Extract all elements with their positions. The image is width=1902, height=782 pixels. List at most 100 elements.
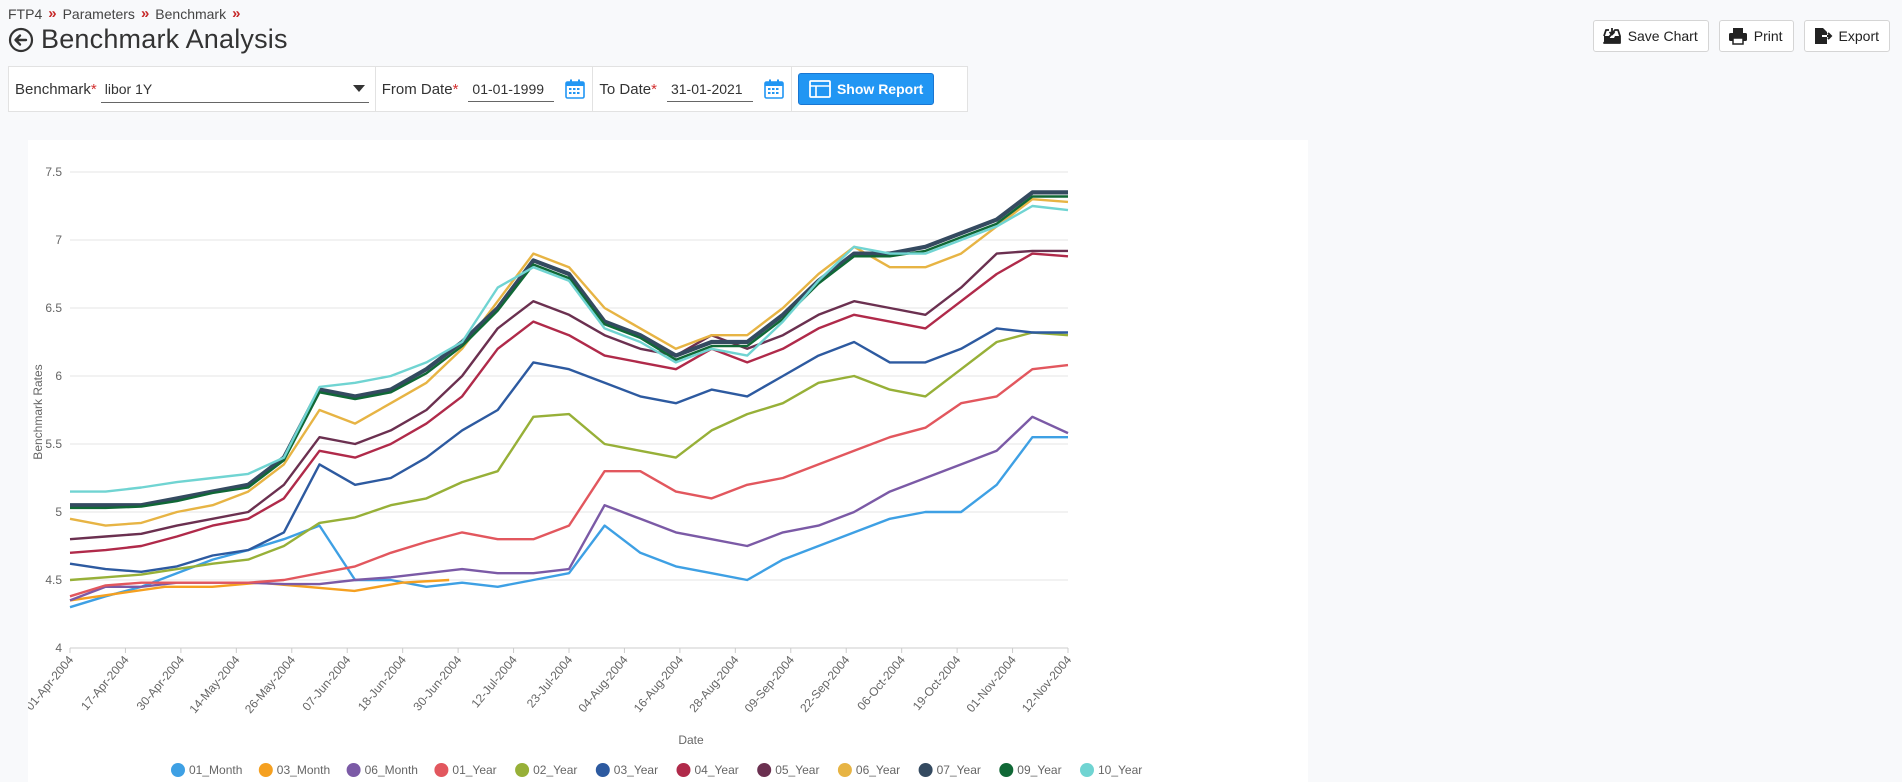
save-chart-label: Save Chart [1627, 28, 1698, 44]
show-report-label: Show Report [836, 81, 924, 97]
x-tick-label: 14-May-2004 [186, 653, 242, 716]
y-tick-label: 6 [55, 369, 62, 383]
calendar-icon[interactable] [763, 78, 785, 100]
series-line-03-year[interactable] [69, 327, 1068, 573]
legend-item-label[interactable]: 01_Year [452, 763, 496, 777]
printer-icon [1728, 28, 1747, 45]
top-actions: Save Chart Print Export [1592, 20, 1890, 52]
chart-grid [70, 171, 1068, 649]
legend-swatch[interactable] [595, 763, 610, 777]
series-line-05-year[interactable] [69, 249, 1068, 541]
legend-item-label[interactable]: 06_Month [365, 763, 418, 777]
legend-item-label[interactable]: 09_Year [1017, 763, 1061, 777]
x-tick-label: 19-Oct-2004 [910, 653, 964, 713]
y-tick-label: 5.5 [45, 437, 62, 451]
legend-swatch[interactable] [1080, 763, 1094, 777]
breadcrumb-item-parameters[interactable]: Parameters [62, 5, 135, 22]
file-export-icon [1814, 28, 1832, 44]
legend-item-label[interactable]: 05_Year [775, 763, 819, 777]
legend-item-label[interactable]: 01_Month [189, 763, 242, 777]
benchmark-select-value: libor 1Y [104, 80, 153, 97]
series-line-10-year[interactable] [70, 204, 1069, 493]
to-date-label: To Date* [599, 80, 657, 98]
series-line-02-year[interactable] [69, 331, 1069, 582]
legend-swatch[interactable] [434, 763, 449, 777]
y-tick-label: 4.5 [45, 573, 62, 587]
series-line-06-year[interactable] [69, 198, 1069, 527]
from-date-filter: From Date* [376, 67, 594, 111]
series-line-01-month[interactable] [69, 436, 1068, 609]
show-report-button[interactable]: Show Report [797, 73, 935, 105]
legend-item-label[interactable]: 07_Year [937, 763, 981, 777]
benchmark-filter: Benchmark* libor 1Y [9, 67, 376, 111]
breadcrumb-item-benchmark[interactable]: Benchmark [155, 5, 227, 22]
x-tick-label: 04-Aug-2004 [575, 653, 631, 715]
benchmark-label: Benchmark* [15, 80, 97, 98]
x-axis-label: Date [678, 733, 704, 747]
y-tick-label: 4 [55, 641, 62, 655]
legend-swatch[interactable] [757, 763, 772, 777]
series-line-09-year[interactable] [70, 195, 1068, 510]
x-tick-label: 30-Apr-2004 [134, 653, 188, 713]
chart-card: 4 4.5 5 5.5 6 6.5 7 7.5 01-Apr-2004 17-Apr-2004 3… [28, 140, 1308, 782]
legend-swatch[interactable] [676, 763, 691, 777]
x-tick-label: 17-Apr-2004 [78, 653, 132, 713]
x-tick-label: 18-Jun-2004 [355, 653, 409, 714]
x-tick-label: 23-Jul-2004 [524, 653, 576, 711]
x-tick-label: 07-Jun-2004 [299, 653, 353, 714]
export-label: Export [1838, 28, 1879, 44]
breadcrumb-separator: » [140, 5, 150, 22]
show-report-cell: Show Report [792, 67, 940, 111]
print-label: Print [1753, 28, 1783, 44]
breadcrumb: FTP4 » Parameters » Benchmark » [8, 5, 246, 22]
chevron-down-icon [352, 85, 365, 92]
from-date-input[interactable] [468, 76, 555, 102]
y-axis-ticks: 4 4.5 5 5.5 6 6.5 7 7.5 [45, 165, 62, 655]
export-button[interactable]: Export [1803, 20, 1890, 52]
legend-item-label[interactable]: 10_Year [1098, 763, 1142, 777]
from-date-label: From Date* [381, 80, 459, 98]
series-line-04-year[interactable] [69, 252, 1069, 554]
legend-item-label[interactable]: 02_Year [533, 763, 577, 777]
series-line-07-year[interactable] [70, 190, 1068, 508]
breadcrumb-separator: » [48, 5, 57, 22]
save-chart-button[interactable]: Save Chart [1592, 20, 1709, 52]
breadcrumb-separator: » [232, 5, 241, 22]
y-tick-label: 7.5 [45, 165, 62, 179]
report-table-icon [809, 80, 831, 98]
x-tick-label: 30-Jun-2004 [410, 653, 464, 714]
inbox-download-icon [1602, 28, 1621, 44]
x-tick-label: 22-Sep-2004 [797, 653, 853, 715]
legend-swatch[interactable] [999, 763, 1014, 777]
x-tick-label: 12-Nov-2004 [1019, 653, 1075, 715]
legend-item-label[interactable]: 06_Year [856, 763, 900, 777]
filter-bar: Benchmark* libor 1Y From Date* To Date* [8, 66, 968, 112]
legend-swatch[interactable] [837, 763, 852, 777]
to-date-filter: To Date* [593, 67, 792, 111]
x-tick-label: 09-Sep-2004 [742, 653, 798, 715]
title-row: Benchmark Analysis [8, 24, 288, 55]
to-date-input[interactable] [666, 76, 753, 102]
legend-item-label[interactable]: 03_Year [614, 763, 658, 777]
back-arrow-icon[interactable] [8, 27, 34, 53]
benchmark-line-chart: 44.555.566.577.5 01-Apr-2004 17-Apr-2004 3… [28, 165, 1142, 777]
y-axis-label: Benchmark Rates [31, 364, 45, 459]
series-line-01-year[interactable] [69, 363, 1069, 598]
legend-swatch[interactable] [515, 763, 530, 777]
legend-swatch[interactable] [918, 763, 933, 777]
legend-item-label[interactable]: 03_Month [277, 763, 330, 777]
breadcrumb-item-ftp4[interactable]: FTP4 [8, 5, 43, 22]
legend-swatch[interactable] [346, 763, 361, 777]
x-tick-label: 12-Jul-2004 [468, 653, 520, 711]
legend-swatch[interactable] [171, 763, 185, 777]
print-button[interactable]: Print [1718, 20, 1794, 52]
calendar-icon[interactable] [564, 78, 586, 100]
y-tick-label: 6.5 [45, 301, 62, 315]
benchmark-select[interactable]: libor 1Y [100, 75, 369, 103]
chart-series-lines [69, 190, 1069, 609]
page-title: Benchmark Analysis [41, 24, 288, 54]
chart-legend: 01_Month 03_Month 06_Month 01_Year 02_Year 03… [171, 763, 1142, 777]
legend-item-label[interactable]: 04_Year [695, 763, 739, 777]
x-tick-label: 06-Oct-2004 [854, 653, 908, 713]
legend-swatch[interactable] [258, 763, 273, 777]
